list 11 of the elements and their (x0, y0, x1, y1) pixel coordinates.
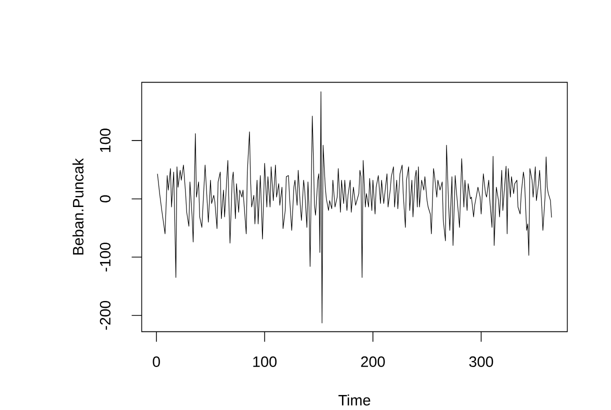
y-tick-label: 100 (100, 128, 111, 152)
x-tick-label: 100 (253, 356, 277, 368)
x-tick-label: 200 (361, 356, 385, 368)
y-axis-title: Beban.Puncak (72, 158, 84, 255)
y-tick-label: 0 (100, 195, 111, 202)
x-axis-title: Time (338, 394, 370, 406)
y-tick-label: -100 (100, 242, 111, 272)
y-tick-label: -200 (100, 300, 111, 330)
x-tick-label: 0 (152, 356, 160, 368)
x-tick-label: 300 (469, 356, 494, 368)
line-series (157, 91, 552, 324)
